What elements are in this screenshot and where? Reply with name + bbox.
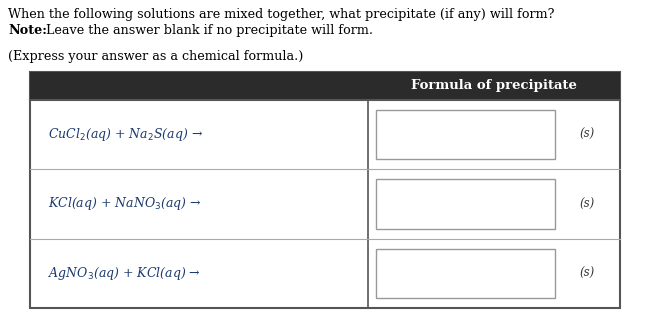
Text: KCl(aq) + NaNO$_3$(aq) →: KCl(aq) + NaNO$_3$(aq) → — [48, 196, 202, 212]
Text: Formula of precipitate: Formula of precipitate — [411, 80, 577, 92]
Text: (Express your answer as a chemical formula.): (Express your answer as a chemical formu… — [8, 50, 303, 63]
Bar — [30, 72, 620, 100]
Bar — [30, 72, 620, 308]
Bar — [376, 179, 555, 229]
Text: (s): (s) — [580, 197, 595, 211]
Bar — [376, 249, 555, 298]
Text: When the following solutions are mixed together, what precipitate (if any) will : When the following solutions are mixed t… — [8, 8, 554, 21]
Text: (s): (s) — [580, 128, 595, 141]
Bar — [376, 110, 555, 159]
Text: Leave the answer blank if no precipitate will form.: Leave the answer blank if no precipitate… — [42, 24, 373, 37]
Text: AgNO$_3$(aq) + KCl(aq) →: AgNO$_3$(aq) + KCl(aq) → — [48, 265, 201, 282]
Text: Note:: Note: — [8, 24, 47, 37]
Text: CuCl$_2$(aq) + Na$_2$S(aq) →: CuCl$_2$(aq) + Na$_2$S(aq) → — [48, 126, 203, 143]
Text: (s): (s) — [580, 267, 595, 280]
